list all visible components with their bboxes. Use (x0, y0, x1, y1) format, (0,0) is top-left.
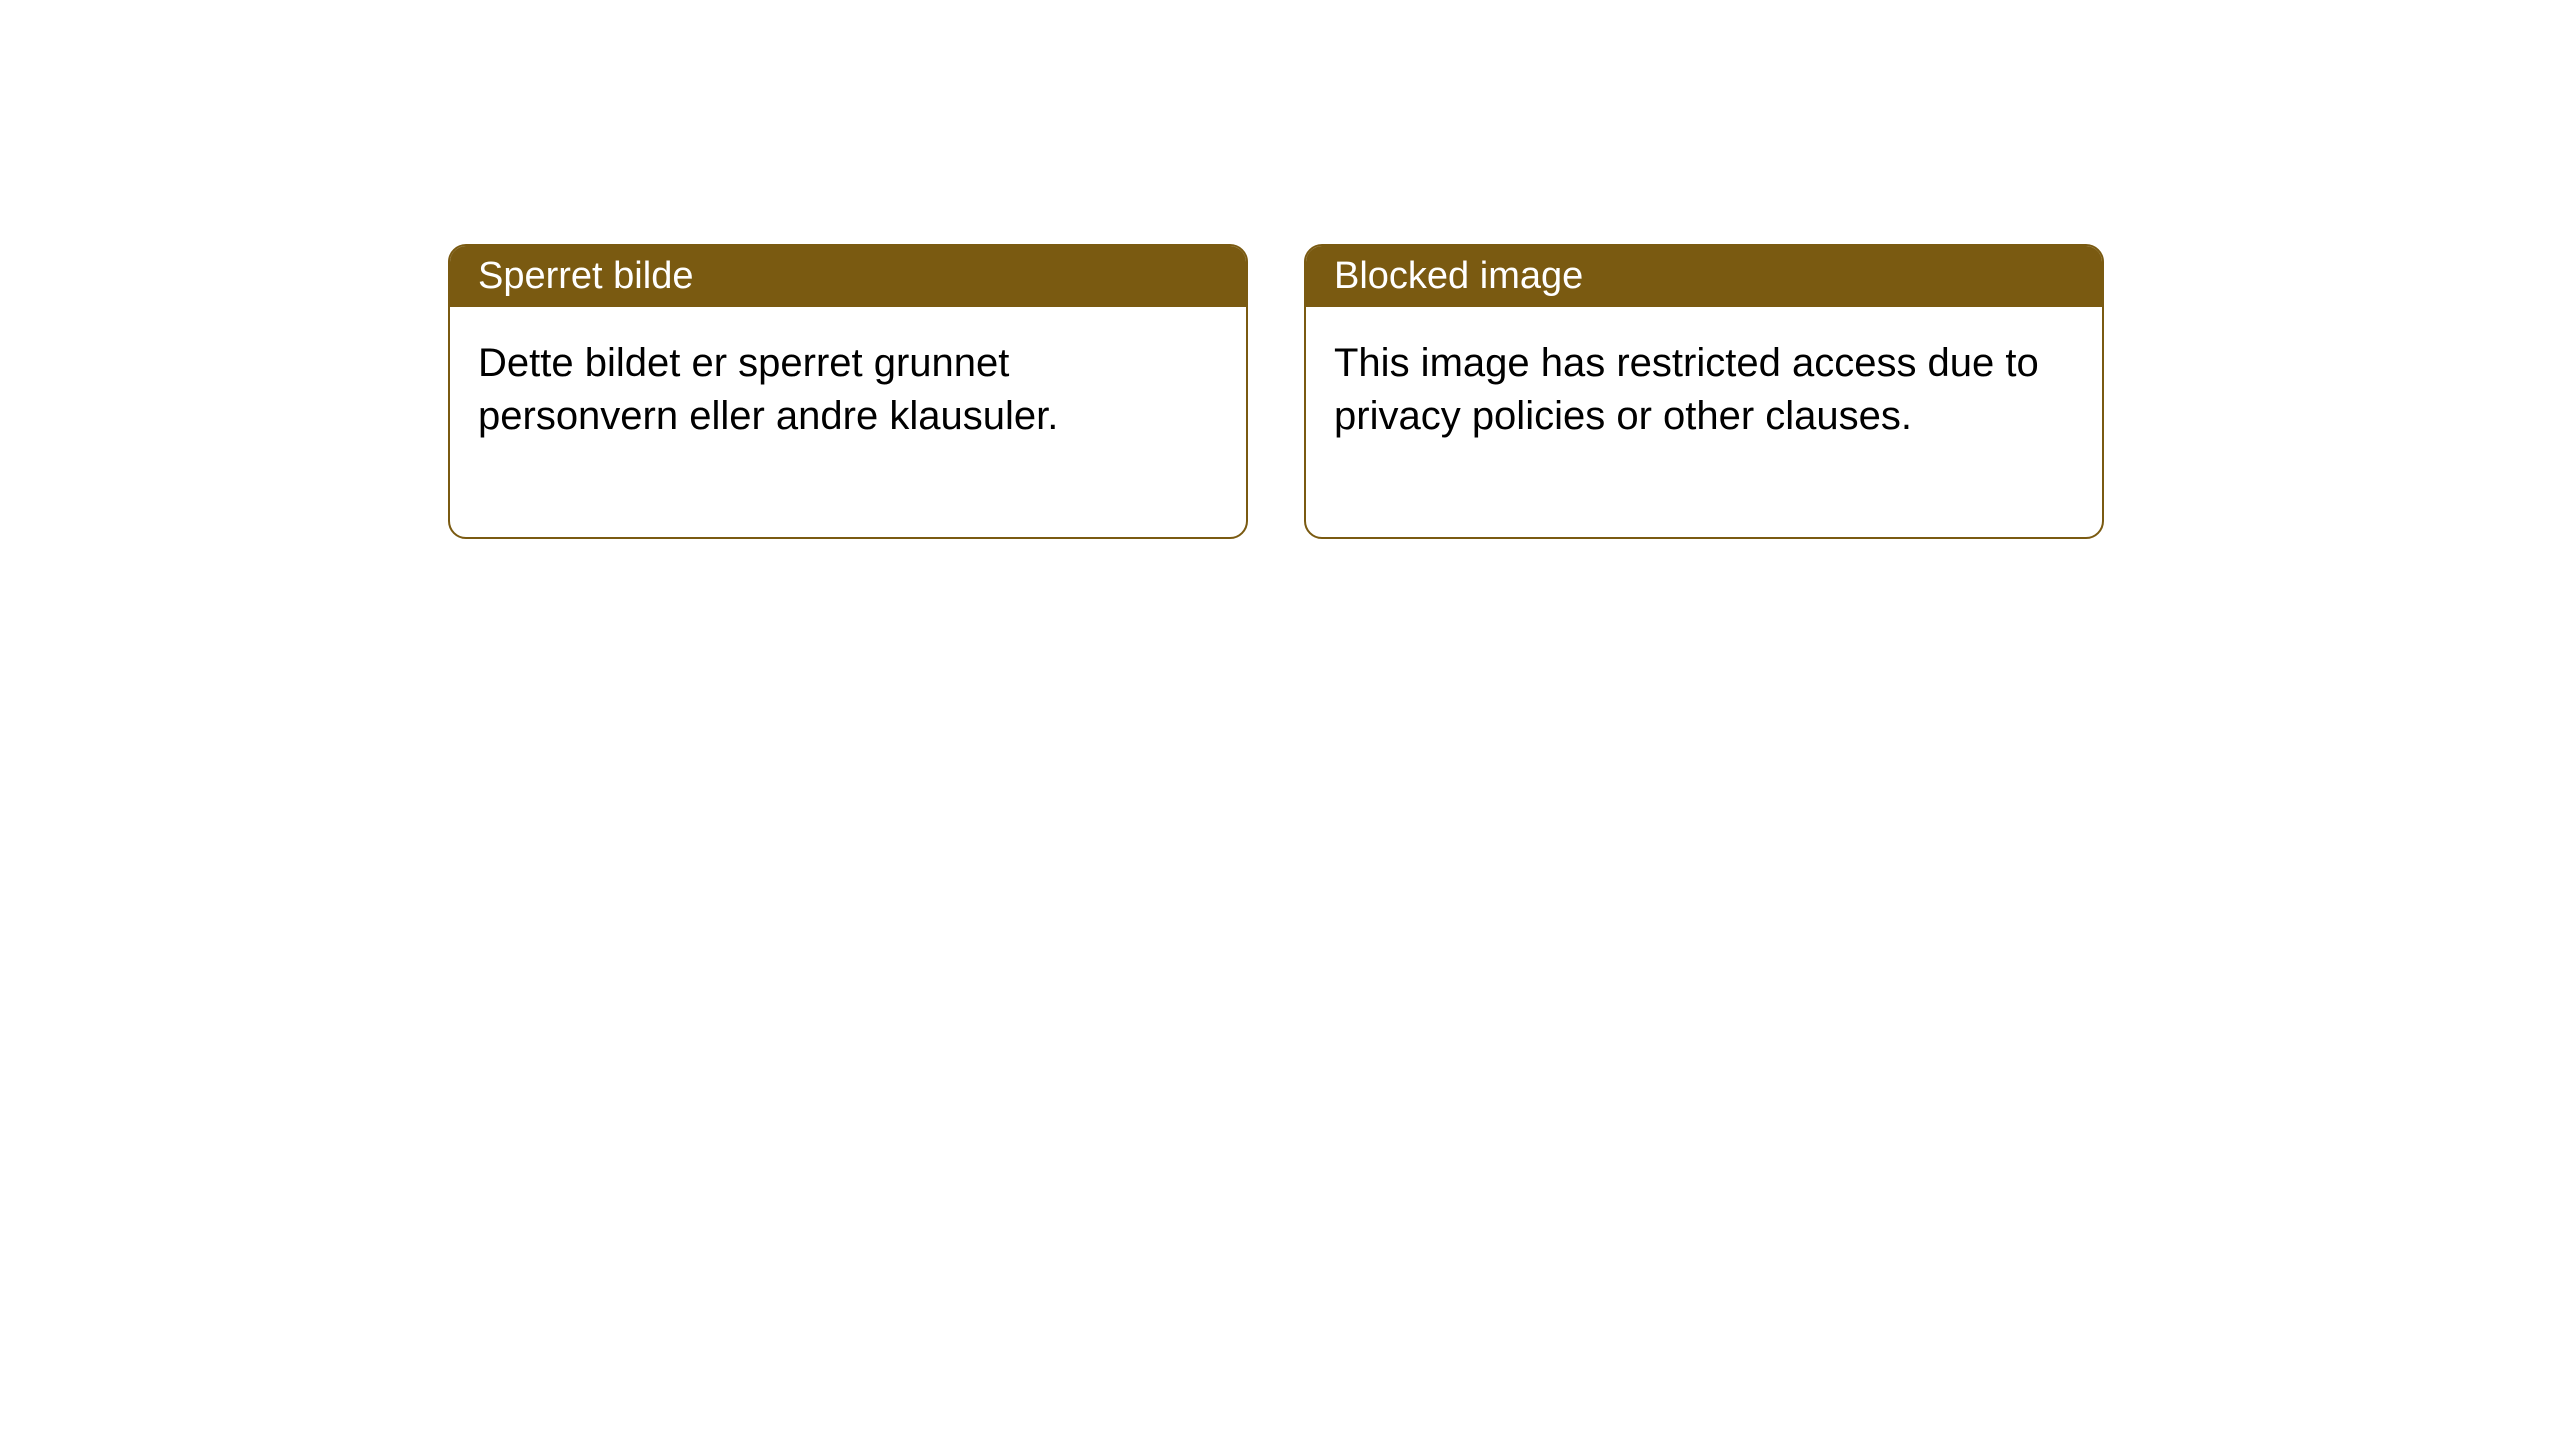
card-body-text: Dette bildet er sperret grunnet personve… (478, 341, 1058, 438)
card-body-text: This image has restricted access due to … (1334, 341, 2039, 438)
notice-container: Sperret bilde Dette bildet er sperret gr… (448, 244, 2104, 539)
card-header: Blocked image (1306, 246, 2102, 307)
card-body: Dette bildet er sperret grunnet personve… (450, 307, 1246, 537)
card-header-text: Blocked image (1334, 255, 1583, 297)
card-header-text: Sperret bilde (478, 255, 693, 297)
notice-card-english: Blocked image This image has restricted … (1304, 244, 2104, 539)
card-header: Sperret bilde (450, 246, 1246, 307)
card-body: This image has restricted access due to … (1306, 307, 2102, 537)
notice-card-norwegian: Sperret bilde Dette bildet er sperret gr… (448, 244, 1248, 539)
